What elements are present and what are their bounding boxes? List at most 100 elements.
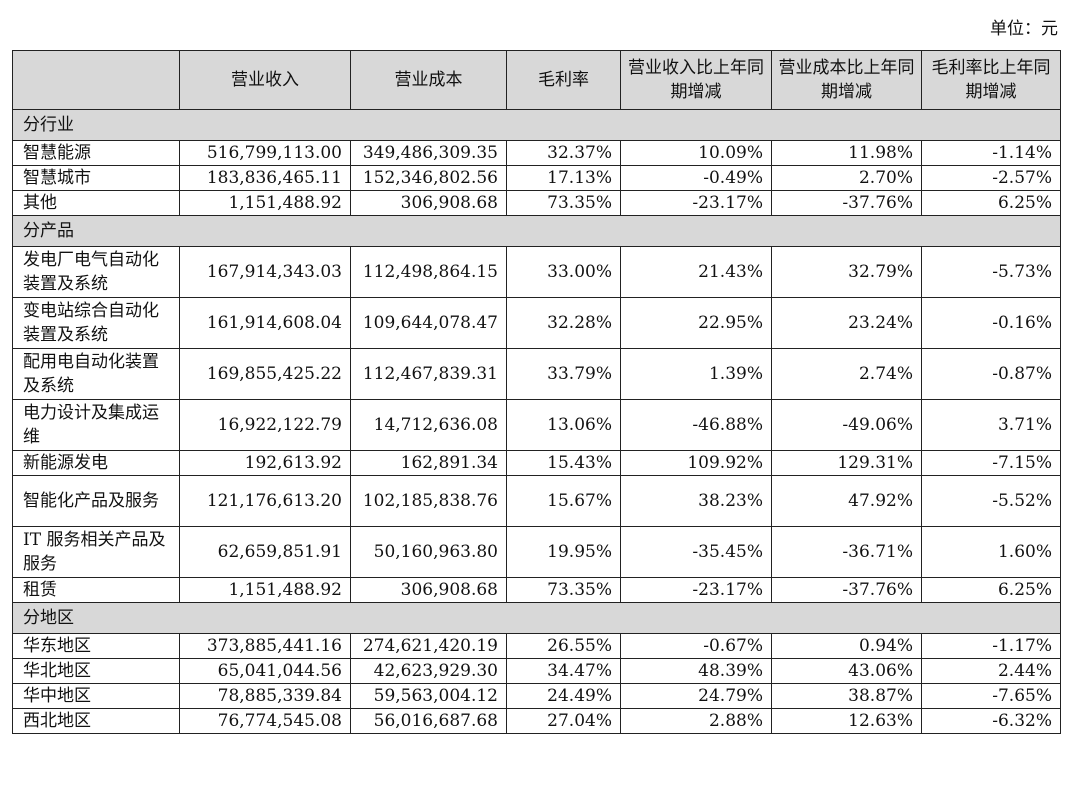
value-cell: 33.00% <box>506 246 621 298</box>
value-cell: 6.25% <box>921 190 1061 216</box>
value-cell: 0.94% <box>771 633 922 659</box>
value-cell: 42,623,929.30 <box>350 658 507 684</box>
row-label: 变电站综合自动化装置及系统 <box>12 297 180 349</box>
row-label: 新能源发电 <box>12 450 180 476</box>
value-cell: 32.79% <box>771 246 922 298</box>
table-row: 其他 1,151,488.92 306,908.68 73.35% -23.17% -37… <box>12 190 1061 216</box>
value-cell: -37.76% <box>771 190 922 216</box>
value-cell: 32.28% <box>506 297 621 349</box>
value-cell: 102,185,838.76 <box>350 475 507 527</box>
table-row: 电力设计及集成运维 16,922,122.79 14,712,636.08 13.06… <box>12 399 1061 451</box>
value-cell: 22.95% <box>620 297 772 349</box>
section-row: 分产品 <box>12 215 1061 247</box>
row-label: 智慧城市 <box>12 165 180 191</box>
value-cell: 78,885,339.84 <box>179 683 351 709</box>
value-cell: 129.31% <box>771 450 922 476</box>
header-cell: 营业收入比上年同期增减 <box>620 50 772 110</box>
table-row: 华东地区 373,885,441.16 274,621,420.19 26.55% -0… <box>12 633 1061 659</box>
value-cell: -1.14% <box>921 140 1061 166</box>
table-row: 智能化产品及服务 121,176,613.20 102,185,838.76 15.6… <box>12 475 1061 527</box>
value-cell: 306,908.68 <box>350 190 507 216</box>
value-cell: 2.44% <box>921 658 1061 684</box>
value-cell: 38.87% <box>771 683 922 709</box>
value-cell: 183,836,465.11 <box>179 165 351 191</box>
value-cell: 2.70% <box>771 165 922 191</box>
row-label: 智慧能源 <box>12 140 180 166</box>
value-cell: -49.06% <box>771 399 922 451</box>
value-cell: -0.67% <box>620 633 772 659</box>
table-row: 变电站综合自动化装置及系统 161,914,608.04 109,644,078.4… <box>12 297 1061 349</box>
value-cell: 33.79% <box>506 348 621 400</box>
section-row: 分地区 <box>12 602 1061 634</box>
value-cell: 27.04% <box>506 708 621 734</box>
value-cell: 373,885,441.16 <box>179 633 351 659</box>
row-label: 华中地区 <box>12 683 180 709</box>
value-cell: 62,659,851.91 <box>179 526 351 578</box>
value-cell: 1,151,488.92 <box>179 190 351 216</box>
value-cell: 11.98% <box>771 140 922 166</box>
header-cell: 毛利率比上年同期增减 <box>921 50 1061 110</box>
value-cell: -2.57% <box>921 165 1061 191</box>
value-cell: -23.17% <box>620 577 772 603</box>
row-label: 其他 <box>12 190 180 216</box>
value-cell: 112,498,864.15 <box>350 246 507 298</box>
value-cell: 24.79% <box>620 683 772 709</box>
table-row: 发电厂电气自动化装置及系统 167,914,343.03 112,498,864.1… <box>12 246 1061 298</box>
value-cell: 43.06% <box>771 658 922 684</box>
section-title: 分行业 <box>12 109 1061 141</box>
value-cell: 6.25% <box>921 577 1061 603</box>
value-cell: -46.88% <box>620 399 772 451</box>
value-cell: 167,914,343.03 <box>179 246 351 298</box>
value-cell: 152,346,802.56 <box>350 165 507 191</box>
value-cell: 349,486,309.35 <box>350 140 507 166</box>
value-cell: 10.09% <box>620 140 772 166</box>
value-cell: -37.76% <box>771 577 922 603</box>
value-cell: -5.52% <box>921 475 1061 527</box>
value-cell: 161,914,608.04 <box>179 297 351 349</box>
value-cell: 109,644,078.47 <box>350 297 507 349</box>
value-cell: 516,799,113.00 <box>179 140 351 166</box>
table-body: 分行业 智慧能源 516,799,113.00 349,486,309.35 32.37… <box>12 109 1061 734</box>
header-cell: 毛利率 <box>506 50 621 110</box>
value-cell: 26.55% <box>506 633 621 659</box>
row-label: 电力设计及集成运维 <box>12 399 180 451</box>
value-cell: 1,151,488.92 <box>179 577 351 603</box>
value-cell: -5.73% <box>921 246 1061 298</box>
row-label: 西北地区 <box>12 708 180 734</box>
value-cell: 121,176,613.20 <box>179 475 351 527</box>
value-cell: 2.88% <box>620 708 772 734</box>
table-row: 智慧城市 183,836,465.11 152,346,802.56 17.13% -0… <box>12 165 1061 191</box>
value-cell: 23.24% <box>771 297 922 349</box>
value-cell: 76,774,545.08 <box>179 708 351 734</box>
table-row: 租赁 1,151,488.92 306,908.68 73.35% -23.17% -37… <box>12 577 1061 603</box>
header-cell <box>12 50 180 110</box>
row-label: 华北地区 <box>12 658 180 684</box>
value-cell: 1.39% <box>620 348 772 400</box>
value-cell: -7.65% <box>921 683 1061 709</box>
value-cell: 48.39% <box>620 658 772 684</box>
value-cell: -6.32% <box>921 708 1061 734</box>
value-cell: 162,891.34 <box>350 450 507 476</box>
value-cell: 3.71% <box>921 399 1061 451</box>
value-cell: 34.47% <box>506 658 621 684</box>
value-cell: 32.37% <box>506 140 621 166</box>
value-cell: 15.43% <box>506 450 621 476</box>
value-cell: -0.49% <box>620 165 772 191</box>
value-cell: 169,855,425.22 <box>179 348 351 400</box>
value-cell: 274,621,420.19 <box>350 633 507 659</box>
unit-label: 单位：元 <box>990 19 1058 39</box>
section-title: 分产品 <box>12 215 1061 247</box>
table-row: IT 服务相关产品及服务 62,659,851.91 50,160,963.80 19… <box>12 526 1061 578</box>
value-cell: -23.17% <box>620 190 772 216</box>
value-cell: 14,712,636.08 <box>350 399 507 451</box>
value-cell: -0.87% <box>921 348 1061 400</box>
value-cell: 109.92% <box>620 450 772 476</box>
row-label: 华东地区 <box>12 633 180 659</box>
value-cell: 19.95% <box>506 526 621 578</box>
row-label: IT 服务相关产品及服务 <box>12 526 180 578</box>
section-title: 分地区 <box>12 602 1061 634</box>
value-cell: 15.67% <box>506 475 621 527</box>
value-cell: -7.15% <box>921 450 1061 476</box>
value-cell: 13.06% <box>506 399 621 451</box>
value-cell: 17.13% <box>506 165 621 191</box>
